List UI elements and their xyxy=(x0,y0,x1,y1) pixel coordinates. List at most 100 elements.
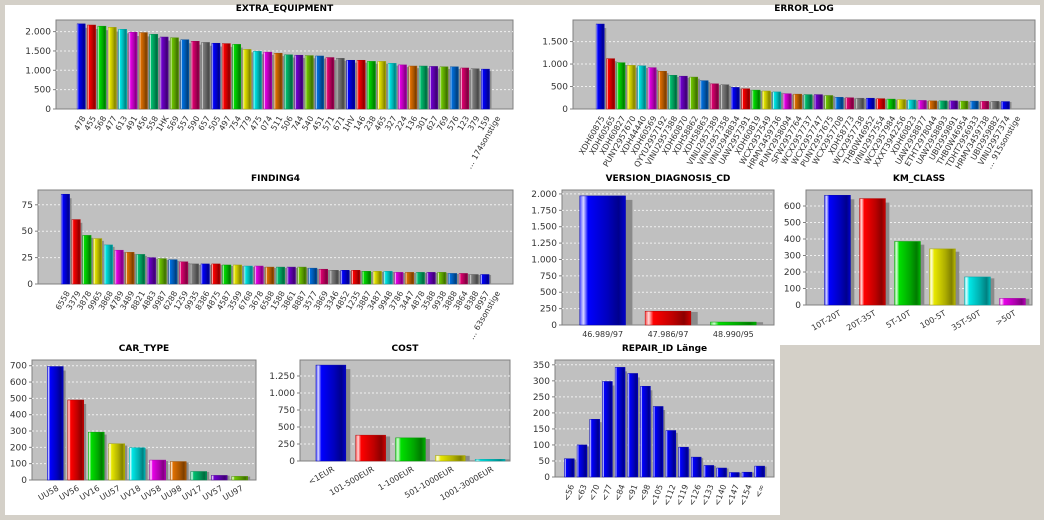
bar[interactable] xyxy=(242,49,252,110)
bar[interactable] xyxy=(458,273,468,285)
bar[interactable] xyxy=(315,55,324,110)
bar[interactable] xyxy=(139,32,148,110)
bar[interactable] xyxy=(782,93,792,110)
bar[interactable] xyxy=(336,58,345,110)
bar[interactable] xyxy=(855,97,865,110)
bar[interactable] xyxy=(233,264,242,285)
bar[interactable] xyxy=(834,97,844,110)
bar[interactable] xyxy=(720,84,730,110)
bar[interactable] xyxy=(647,67,657,110)
bar[interactable] xyxy=(394,272,404,285)
bar[interactable] xyxy=(938,100,948,110)
bar[interactable] xyxy=(319,268,328,285)
bar[interactable] xyxy=(294,54,304,110)
bar[interactable] xyxy=(616,62,626,110)
bar[interactable] xyxy=(606,58,615,110)
bar[interactable] xyxy=(595,23,605,110)
bar[interactable] xyxy=(824,95,834,110)
bar[interactable] xyxy=(448,273,458,285)
bar[interactable] xyxy=(129,447,146,481)
bar[interactable] xyxy=(859,198,886,306)
bar[interactable] xyxy=(793,93,802,110)
bar[interactable] xyxy=(383,271,393,285)
bar[interactable] xyxy=(253,51,262,110)
bar[interactable] xyxy=(803,94,813,110)
bar[interactable] xyxy=(990,101,1000,110)
bar[interactable] xyxy=(284,54,293,110)
bar[interactable] xyxy=(614,367,626,478)
bar[interactable] xyxy=(439,66,449,110)
bar[interactable] xyxy=(678,446,689,478)
bar[interactable] xyxy=(387,63,397,110)
bar[interactable] xyxy=(136,254,146,285)
bar[interactable] xyxy=(652,406,664,478)
bar[interactable] xyxy=(190,263,199,285)
bar[interactable] xyxy=(118,29,127,110)
bar[interactable] xyxy=(876,98,886,110)
bar[interactable] xyxy=(435,455,466,462)
bar[interactable] xyxy=(579,195,626,326)
bar[interactable] xyxy=(47,366,64,481)
bar[interactable] xyxy=(415,272,425,285)
bar[interactable] xyxy=(450,66,459,110)
bar[interactable] xyxy=(741,88,750,110)
bar[interactable] xyxy=(128,31,138,110)
bar[interactable] xyxy=(149,34,159,110)
bar[interactable] xyxy=(200,263,210,285)
bar[interactable] xyxy=(304,55,314,110)
bar[interactable] xyxy=(232,44,241,110)
bar[interactable] xyxy=(668,75,678,110)
bar[interactable] xyxy=(418,65,428,110)
bar[interactable] xyxy=(824,195,851,306)
bar[interactable] xyxy=(355,434,386,462)
bar[interactable] xyxy=(286,266,296,285)
bar[interactable] xyxy=(589,419,600,478)
bar[interactable] xyxy=(377,61,387,110)
bar[interactable] xyxy=(637,65,647,110)
bar[interactable] xyxy=(243,265,253,285)
bar[interactable] xyxy=(729,472,740,478)
bar[interactable] xyxy=(273,53,283,110)
bar[interactable] xyxy=(469,274,479,285)
bar[interactable] xyxy=(564,458,575,478)
bar[interactable] xyxy=(959,100,969,110)
bar[interactable] xyxy=(627,373,638,478)
bar[interactable] xyxy=(351,270,361,285)
bar[interactable] xyxy=(814,94,823,110)
bar[interactable] xyxy=(689,76,699,110)
bar[interactable] xyxy=(969,100,979,110)
bar[interactable] xyxy=(170,461,187,481)
bar[interactable] xyxy=(211,42,221,110)
bar[interactable] xyxy=(429,66,438,110)
bar[interactable] xyxy=(265,266,275,285)
bar[interactable] xyxy=(398,64,407,110)
bar[interactable] xyxy=(480,274,490,285)
bar[interactable] xyxy=(340,270,350,285)
bar[interactable] xyxy=(772,91,782,110)
bar[interactable] xyxy=(315,364,347,462)
bar[interactable] xyxy=(211,263,221,285)
bar[interactable] xyxy=(964,276,991,306)
bar[interactable] xyxy=(980,101,989,110)
bar[interactable] xyxy=(408,65,418,110)
bar[interactable] xyxy=(474,459,506,462)
bar[interactable] xyxy=(679,75,688,110)
bar[interactable] xyxy=(60,193,70,285)
bar[interactable] xyxy=(362,271,371,285)
bar[interactable] xyxy=(894,241,921,306)
bar[interactable] xyxy=(170,37,179,110)
bar[interactable] xyxy=(329,270,339,285)
bar[interactable] xyxy=(762,90,771,110)
bar[interactable] xyxy=(751,89,761,110)
bar[interactable] xyxy=(658,70,667,110)
bar[interactable] xyxy=(222,43,231,110)
bar[interactable] xyxy=(665,430,677,478)
bar[interactable] xyxy=(730,87,740,110)
bar[interactable] xyxy=(1001,101,1010,110)
bar[interactable] xyxy=(741,471,753,478)
bar[interactable] xyxy=(168,259,178,285)
bar[interactable] xyxy=(716,467,727,478)
bar[interactable] xyxy=(907,99,917,110)
bar[interactable] xyxy=(67,399,84,481)
bar[interactable] xyxy=(103,244,113,285)
